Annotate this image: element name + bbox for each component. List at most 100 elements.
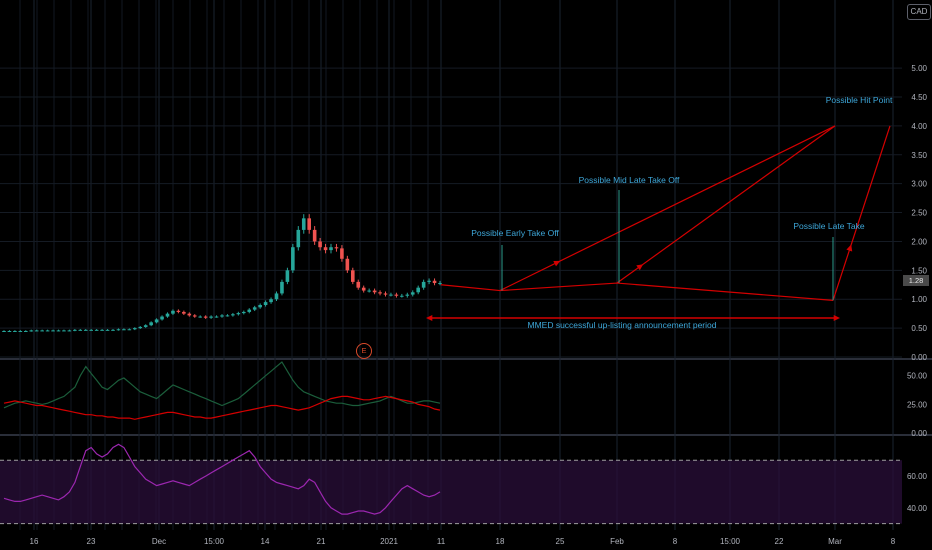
x-tick-label: Mar bbox=[828, 537, 842, 546]
annotation-hit-point: Possible Hit Point bbox=[826, 95, 893, 105]
last-price-label: 1.28 bbox=[903, 275, 929, 286]
rsi-y-tick: 60.00 bbox=[907, 472, 928, 481]
candle-body bbox=[18, 331, 23, 332]
indicator-line-green bbox=[3, 361, 441, 409]
candle-body bbox=[258, 305, 262, 308]
x-tick-label: 21 bbox=[317, 537, 326, 546]
candle-body bbox=[13, 331, 17, 332]
candle-body bbox=[427, 280, 431, 282]
candle-body bbox=[83, 329, 88, 331]
y-tick-label: 1.00 bbox=[911, 295, 927, 304]
x-tick-label: 23 bbox=[87, 537, 96, 546]
candle-body bbox=[51, 330, 55, 332]
candle-body bbox=[410, 292, 415, 295]
candle-body bbox=[34, 330, 39, 332]
candle-body bbox=[312, 229, 317, 242]
candle-body bbox=[111, 329, 115, 331]
candle-body bbox=[127, 329, 132, 331]
candle-body bbox=[198, 316, 202, 318]
period-arrow-right bbox=[833, 315, 840, 321]
candle-body bbox=[252, 307, 257, 310]
y-tick-label: 5.00 bbox=[911, 64, 927, 73]
candle-body bbox=[94, 329, 99, 331]
candle-body bbox=[394, 294, 399, 296]
projection-arrow bbox=[846, 244, 853, 252]
candle-body bbox=[62, 330, 66, 332]
candle-body bbox=[2, 331, 6, 332]
x-tick-label: 15:00 bbox=[204, 537, 225, 546]
annotation-late-take: Possible Late Take bbox=[793, 221, 864, 231]
candle-body bbox=[29, 330, 34, 332]
candle-body bbox=[361, 287, 366, 291]
candle-body bbox=[400, 295, 404, 297]
candle-body bbox=[231, 314, 235, 316]
candle-body bbox=[247, 309, 252, 312]
x-tick-label: 11 bbox=[437, 537, 446, 546]
candle-body bbox=[45, 330, 50, 332]
currency-badge[interactable]: CAD bbox=[907, 4, 931, 20]
candle-body bbox=[78, 329, 83, 331]
x-tick-label: 8 bbox=[673, 537, 678, 546]
candle-body bbox=[214, 316, 219, 318]
candle-body bbox=[263, 302, 268, 305]
candle-body bbox=[187, 313, 192, 316]
x-tick-label: Dec bbox=[152, 537, 166, 546]
candle-body bbox=[220, 315, 224, 317]
x-tick-label: 15:00 bbox=[720, 537, 741, 546]
candle-body bbox=[378, 292, 382, 294]
candle-body bbox=[7, 331, 12, 332]
candle-body bbox=[143, 325, 148, 327]
y-tick-label: 0.50 bbox=[911, 324, 927, 333]
candle-body bbox=[176, 310, 181, 312]
candle-body bbox=[242, 311, 246, 314]
candle-body bbox=[323, 247, 328, 251]
candle-body bbox=[182, 311, 186, 314]
earnings-marker[interactable]: E bbox=[356, 343, 372, 359]
annotation-mid-late-takeoff: Possible Mid Late Take Off bbox=[579, 175, 680, 185]
candle-body bbox=[307, 218, 311, 230]
candle-body bbox=[301, 218, 306, 230]
candle-body bbox=[351, 270, 355, 282]
candle-body bbox=[40, 330, 44, 332]
candle-body bbox=[432, 280, 437, 284]
rsi-band bbox=[0, 460, 902, 524]
y-tick-label: 4.00 bbox=[911, 122, 927, 131]
x-tick-label: Feb bbox=[610, 537, 624, 546]
projection-path bbox=[440, 282, 834, 301]
annotation-early-takeoff: Possible Early Take Off bbox=[471, 228, 559, 238]
indicator-y-tick: 25.00 bbox=[907, 400, 928, 409]
candle-body bbox=[291, 247, 295, 271]
y-tick-label: 0.00 bbox=[911, 353, 927, 362]
candle-body bbox=[372, 290, 377, 293]
candle-body bbox=[149, 322, 153, 326]
candle-body bbox=[318, 241, 322, 248]
indicator-line-red bbox=[3, 395, 441, 420]
candle-body bbox=[116, 329, 121, 331]
projection-arrow bbox=[636, 264, 644, 271]
candle-body bbox=[345, 258, 350, 271]
candle-body bbox=[56, 330, 61, 332]
y-tick-label: 3.50 bbox=[911, 151, 927, 160]
x-tick-label: 25 bbox=[556, 537, 565, 546]
y-tick-label: 1.50 bbox=[911, 266, 927, 275]
x-tick-label: 14 bbox=[261, 537, 270, 546]
rsi-line bbox=[3, 443, 441, 515]
candle-body bbox=[24, 331, 28, 332]
y-tick-label: 4.50 bbox=[911, 93, 927, 102]
candle-body bbox=[100, 329, 104, 331]
x-tick-label: 22 bbox=[775, 537, 784, 546]
x-tick-label: 18 bbox=[496, 537, 505, 546]
y-tick-label: 3.00 bbox=[911, 180, 927, 189]
candle-body bbox=[209, 316, 213, 318]
x-tick-label: 16 bbox=[30, 537, 39, 546]
candle-body bbox=[67, 330, 72, 332]
indicator-y-tick: 50.00 bbox=[907, 372, 928, 381]
candle-body bbox=[367, 290, 371, 292]
candle-body bbox=[334, 247, 339, 249]
candle-body bbox=[356, 281, 361, 288]
candle-body bbox=[296, 229, 301, 248]
projection-mid-line bbox=[616, 125, 836, 284]
candle-body bbox=[165, 313, 170, 317]
candle-body bbox=[405, 294, 410, 296]
candle-body bbox=[138, 326, 143, 329]
